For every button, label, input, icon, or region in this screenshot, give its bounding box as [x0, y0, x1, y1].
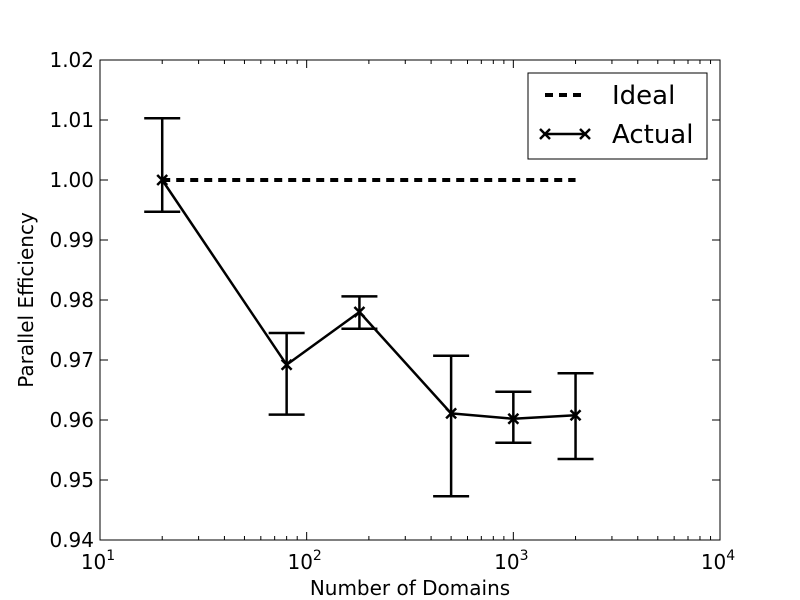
legend-box	[527, 72, 708, 160]
error-bar	[433, 354, 470, 498]
x-tick-label: 104	[701, 548, 735, 574]
series-line-actual	[161, 179, 576, 421]
data-point	[569, 409, 582, 422]
data-point	[353, 306, 366, 318]
plot-area-frame	[99, 59, 721, 541]
y-tick-label: 1.02	[49, 48, 94, 72]
y-tick-label: 0.99	[49, 228, 94, 252]
tick-labels: 0.94 0.95 0.96 0.97 0.98 0.99 1.00 1.01 1.02 101 1…	[49, 48, 735, 574]
error-bar	[144, 116, 181, 214]
x-tick-label: 101	[81, 548, 115, 574]
x-tick-label: 103	[494, 548, 528, 574]
y-tick-label: 0.98	[49, 288, 94, 312]
y-tick-label: 1.01	[49, 108, 94, 132]
series	[144, 116, 594, 498]
x-axis-label: Number of Domains	[310, 576, 510, 600]
legend-actual-marker-left	[539, 128, 551, 140]
y-tick-label: 0.97	[49, 348, 94, 372]
x-tick-label: 102	[287, 548, 321, 574]
data-point	[445, 407, 458, 420]
y-axis-label: Parallel Efficiency	[14, 212, 38, 388]
data-point	[280, 358, 293, 371]
legend-actual-marker-right	[579, 128, 591, 140]
data-point	[507, 412, 520, 425]
error-bar	[268, 331, 305, 416]
y-tick-label: 0.96	[49, 408, 94, 432]
y-tick-label: 1.00	[49, 168, 94, 192]
legend-actual-label: Actual	[612, 120, 693, 150]
legend-ideal-label: Ideal	[612, 81, 675, 111]
y-tick-label: 0.94	[49, 528, 94, 552]
y-tick-label: 0.95	[49, 468, 94, 492]
data-point	[156, 174, 169, 186]
legend: Ideal Actual	[527, 72, 708, 160]
